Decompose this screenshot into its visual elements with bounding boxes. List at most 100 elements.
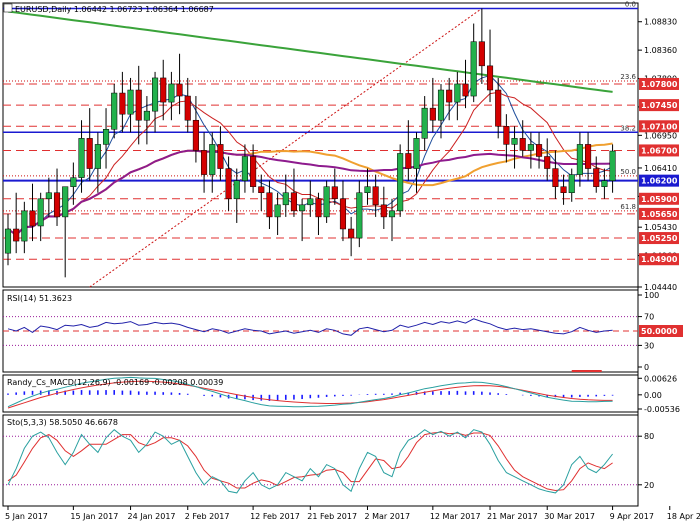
candle-body bbox=[299, 204, 306, 212]
candle-body bbox=[241, 156, 248, 181]
candle-body bbox=[429, 107, 436, 121]
date-tick-label: 12 Mar 2017 bbox=[430, 512, 481, 521]
candle-body bbox=[201, 150, 208, 175]
candle-body bbox=[184, 95, 191, 121]
candle-body bbox=[380, 204, 387, 218]
price-tick-label: 1.05430 bbox=[644, 223, 677, 232]
candle-body bbox=[536, 144, 543, 157]
candle-body bbox=[192, 119, 199, 151]
fib-ratio-label: 0.0 bbox=[625, 0, 636, 8]
ma-purple-line bbox=[7, 149, 613, 237]
candle-body bbox=[290, 192, 297, 212]
candle-body bbox=[307, 198, 314, 206]
sto-main-line bbox=[7, 429, 613, 494]
candle-body bbox=[437, 89, 445, 121]
candle-body bbox=[544, 156, 551, 169]
candle-body bbox=[274, 204, 281, 218]
date-tick-label: 2 Mar 2017 bbox=[364, 512, 410, 521]
candle-body bbox=[135, 89, 142, 121]
candle-body bbox=[62, 186, 69, 218]
candle-body bbox=[225, 168, 232, 200]
candle-body bbox=[470, 41, 477, 97]
level-price-label: 1.07800 bbox=[641, 80, 678, 89]
rsi-line bbox=[7, 318, 613, 336]
candle-body bbox=[13, 228, 20, 242]
date-tick-label: 18 Apr 2017 bbox=[667, 512, 700, 521]
level-price-label: 1.06200 bbox=[641, 177, 678, 186]
level-price-box bbox=[639, 192, 679, 205]
date-tick-label: 15 Jan 2017 bbox=[70, 512, 118, 521]
candle-body bbox=[331, 186, 338, 200]
candle-body bbox=[217, 144, 224, 169]
candle-body bbox=[552, 168, 559, 187]
candle-body bbox=[397, 153, 404, 212]
candle-body bbox=[168, 83, 175, 103]
rsi-tick-label: 70 bbox=[644, 313, 654, 322]
candle-body bbox=[266, 192, 273, 218]
candle-body bbox=[388, 210, 396, 218]
sto-panel-frame bbox=[2, 414, 639, 507]
fib-diagonal-line bbox=[89, 8, 483, 288]
macd-main-line bbox=[7, 376, 613, 408]
fib-ratio-label: 50.0 bbox=[620, 168, 636, 176]
candle-body bbox=[576, 144, 583, 175]
level-price-label: 1.04900 bbox=[641, 255, 678, 264]
fib-ratio-label: 61.8 bbox=[620, 203, 636, 211]
candle-body bbox=[111, 92, 118, 130]
candle-body bbox=[37, 198, 44, 227]
rsi-tick-label: 100 bbox=[644, 291, 659, 300]
candle-body bbox=[413, 138, 420, 169]
rsi-header: RSI(14) 51.3623 bbox=[7, 294, 72, 303]
candle-body bbox=[568, 174, 575, 193]
level-price-label: 1.07450 bbox=[641, 101, 678, 110]
candle-body bbox=[94, 144, 101, 169]
rsi-value-box bbox=[639, 325, 683, 337]
date-tick-label: 30 Mar 2017 bbox=[544, 512, 595, 521]
candle-body bbox=[560, 186, 567, 193]
level-price-box bbox=[639, 120, 679, 133]
candle-body bbox=[511, 138, 518, 145]
candle-body bbox=[609, 150, 616, 181]
candle-body bbox=[78, 138, 85, 178]
candle-body bbox=[102, 129, 110, 145]
level-price-label: 1.07100 bbox=[641, 122, 678, 131]
candle-body bbox=[70, 177, 77, 187]
macd-tick-label: 0.00626 bbox=[644, 374, 677, 383]
macd-tick-label: -0.00536 bbox=[644, 405, 680, 414]
macd-tick-label: 0.00 bbox=[644, 391, 662, 400]
candle-body bbox=[348, 228, 355, 239]
date-tick-label: 9 Apr 2017 bbox=[610, 512, 654, 521]
candle-body bbox=[53, 192, 61, 218]
level-price-label: 1.05250 bbox=[641, 234, 678, 243]
level-price-box bbox=[639, 207, 679, 220]
candle-body bbox=[209, 144, 216, 175]
candle-body bbox=[405, 153, 412, 169]
candle-body bbox=[462, 83, 469, 97]
candle-body bbox=[339, 198, 347, 230]
symbol-toggle-icon bbox=[3, 3, 13, 13]
fib-ratio-label: 38.2 bbox=[620, 124, 636, 132]
macd-header: Randy_Cs_MACD(12,26,9) -0.00169 -0.00208… bbox=[7, 378, 223, 387]
sto-tick-label: 20 bbox=[644, 481, 654, 490]
date-tick-label: 2 Feb 2017 bbox=[185, 512, 230, 521]
candle-body bbox=[119, 92, 126, 115]
level-price-box bbox=[639, 253, 679, 266]
candle-body bbox=[127, 89, 134, 115]
level-price-box bbox=[639, 232, 679, 245]
date-tick-label: 24 Jan 2017 bbox=[128, 512, 176, 521]
rsi-tick-label: 0 bbox=[644, 363, 649, 372]
candle-body bbox=[527, 144, 534, 151]
candle-body bbox=[86, 138, 93, 169]
level-price-label: 1.05900 bbox=[641, 195, 678, 204]
candle-body bbox=[323, 186, 330, 218]
date-tick-label: 5 Jan 2017 bbox=[5, 512, 48, 521]
candle-body bbox=[152, 77, 159, 112]
sto-header: Sto(5,3,3) 58.5050 46.6678 bbox=[7, 418, 118, 427]
main-header: EURUSD,Daily 1.06442 1.06723 1.06364 1.0… bbox=[15, 5, 214, 14]
price-tick-label: 1.04440 bbox=[644, 283, 677, 292]
candle-body bbox=[4, 228, 12, 254]
candle-body bbox=[503, 126, 510, 145]
candle-body bbox=[176, 83, 183, 97]
level-price-box bbox=[639, 99, 679, 112]
